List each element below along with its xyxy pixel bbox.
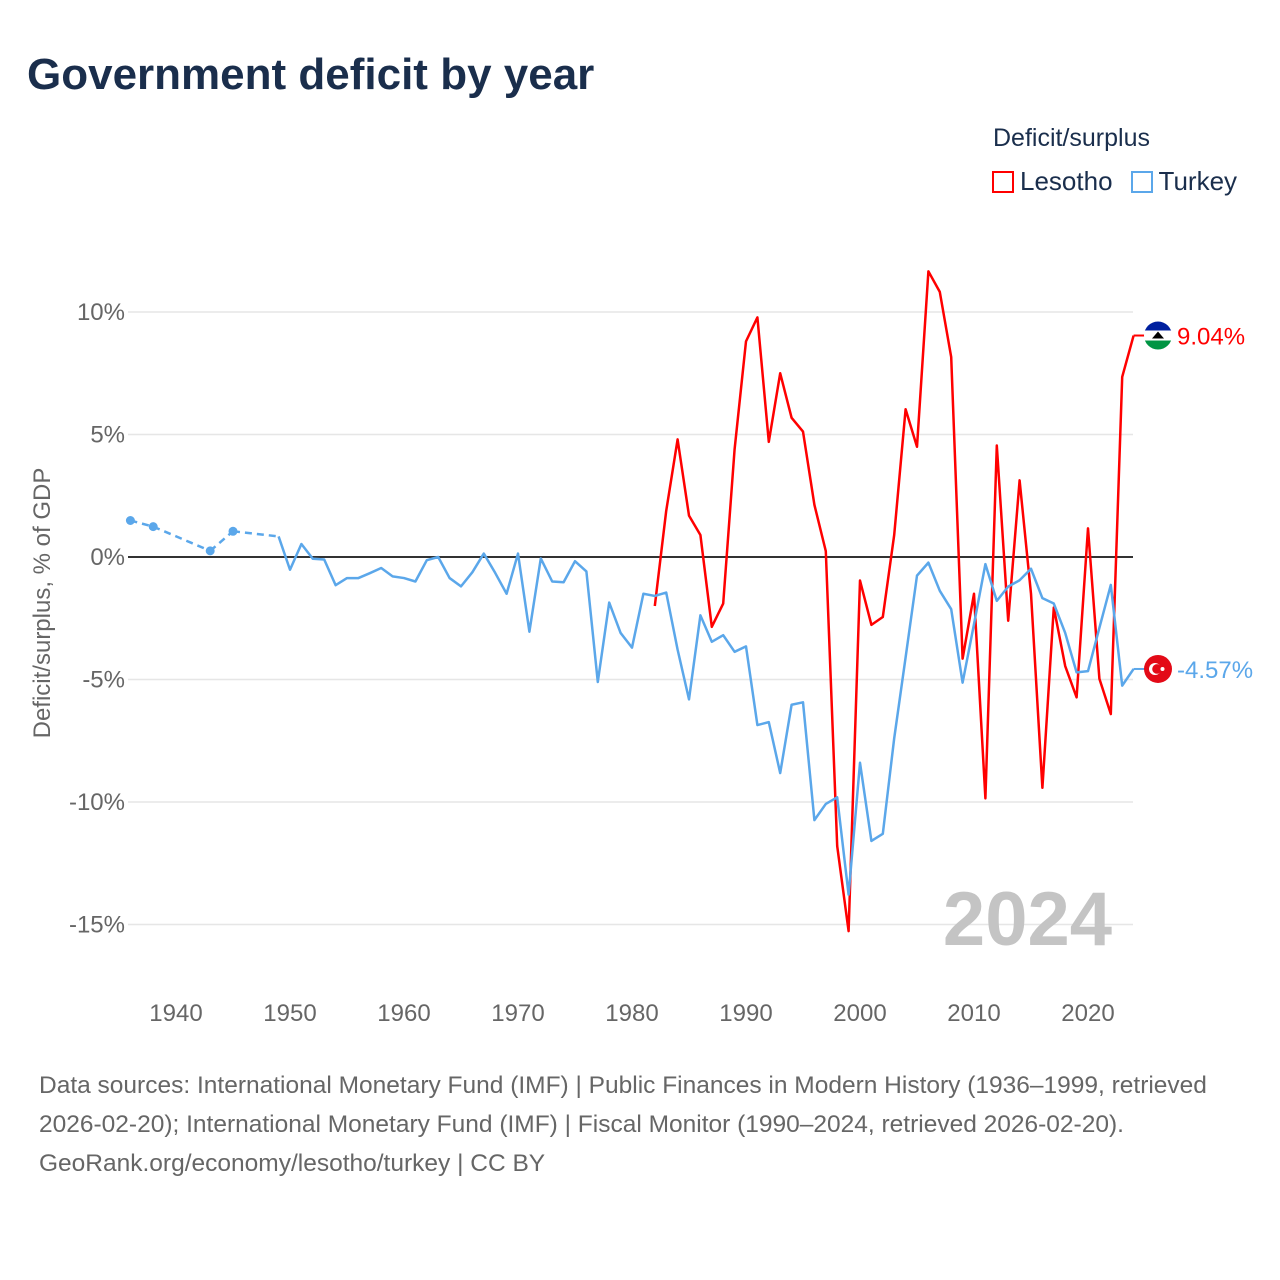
year-watermark: 2024 — [943, 877, 1112, 962]
legend-label-lesotho: Lesotho — [1020, 166, 1113, 196]
series-gap-turkey — [152, 525, 211, 553]
x-tick-label: 1950 — [263, 1000, 316, 1027]
x-tick-label: 2000 — [833, 1000, 886, 1027]
x-tick-label: 1970 — [491, 1000, 544, 1027]
credit-link[interactable]: GeoRank.org/economy/lesotho/turkey | CC … — [39, 1150, 546, 1177]
series-gap-turkey — [130, 519, 154, 528]
x-tick-label: 1990 — [719, 1000, 772, 1027]
x-tick-label: 1960 — [377, 1000, 430, 1027]
chart-title: Government deficit by year — [27, 50, 595, 99]
flag-hat — [1152, 331, 1164, 339]
turkey-flag-icon — [1144, 654, 1172, 683]
series-gap-turkey — [232, 530, 279, 538]
y-tick-label: 10% — [77, 299, 125, 326]
x-tick-label: 2020 — [1061, 1000, 1114, 1027]
x-tick-label: 1980 — [605, 1000, 658, 1027]
y-tick-label: -10% — [69, 789, 125, 816]
flag-star — [1160, 666, 1165, 671]
series-line-turkey — [277, 536, 1135, 896]
flag-stripe-green — [1144, 340, 1172, 350]
legend-item-turkey[interactable]: Turkey — [1130, 166, 1238, 197]
legend-swatch-lesotho — [992, 170, 1014, 193]
lesotho-flag-icon — [1144, 321, 1172, 350]
y-axis-label: Deficit/surplus, % of GDP — [29, 468, 56, 739]
data-sources: Data sources: International Monetary Fun… — [39, 1072, 1207, 1138]
series-line-lesotho — [653, 270, 1135, 933]
flag-stripe-blue — [1144, 321, 1172, 331]
flag-crescent-inner — [1152, 664, 1162, 674]
legend-title: Deficit/surplus — [993, 124, 1150, 152]
footer: Data sources: International Monetary Fun… — [39, 1066, 1239, 1183]
y-tick-label: -5% — [82, 667, 125, 694]
series-gap-turkey — [209, 530, 234, 552]
legend-swatch-turkey — [1130, 170, 1153, 193]
legend: Lesotho Turkey — [992, 166, 1237, 197]
y-tick-label: -15% — [69, 912, 125, 939]
legend-label-turkey: Turkey — [1158, 166, 1238, 196]
x-tick-label: 1940 — [149, 1000, 202, 1027]
end-label-turkey: -4.57% — [1177, 657, 1253, 684]
flag-body — [1144, 321, 1172, 350]
end-label-lesotho: 9.04% — [1177, 324, 1245, 351]
y-tick-label: 0% — [90, 544, 125, 571]
y-tick-label: 5% — [90, 422, 125, 449]
legend-item-lesotho[interactable]: Lesotho — [992, 166, 1113, 197]
x-tick-label: 2010 — [947, 1000, 1000, 1027]
